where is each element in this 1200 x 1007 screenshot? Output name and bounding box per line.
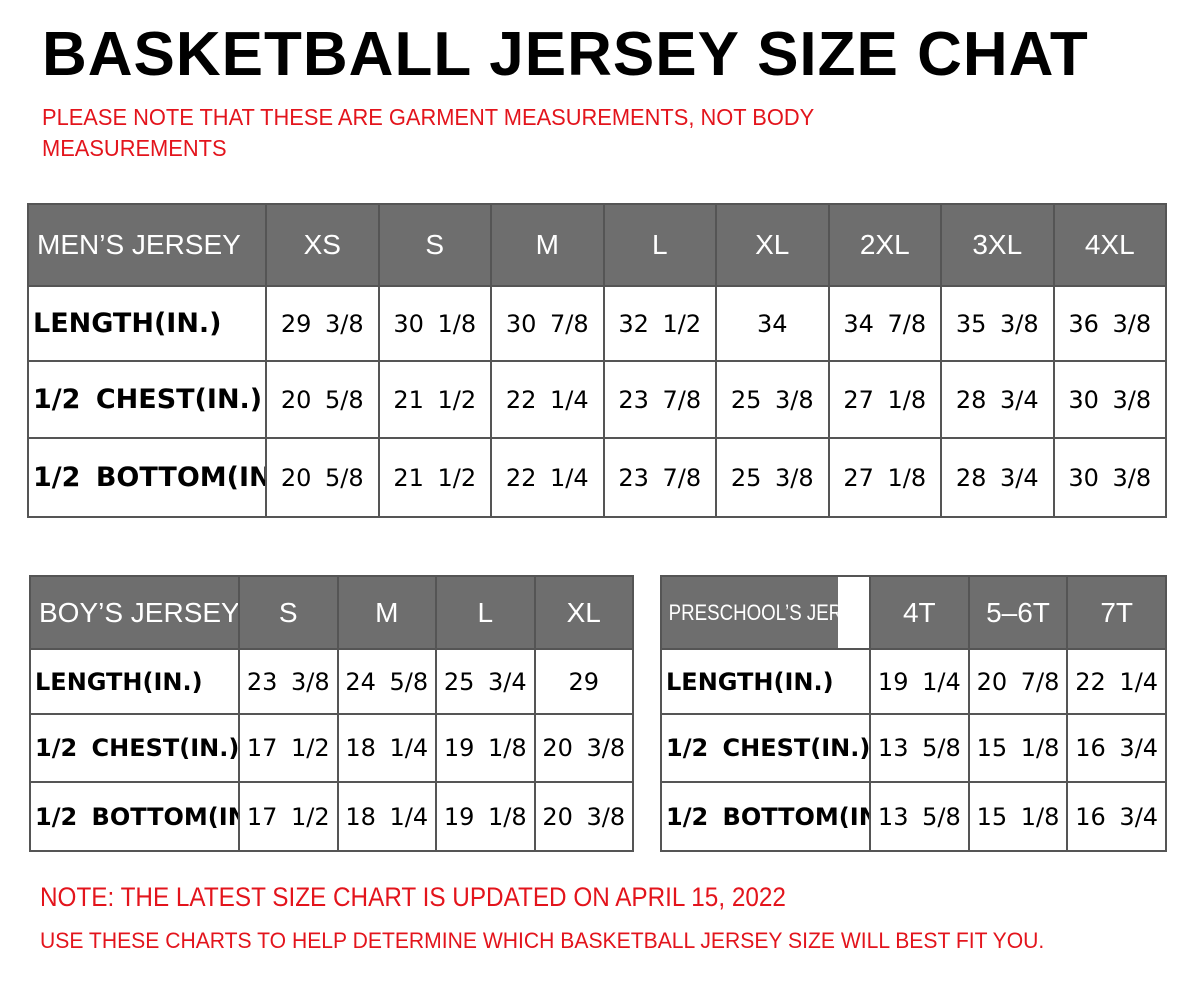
size-header: L	[435, 575, 536, 650]
size-header: XL	[715, 203, 830, 287]
measurement-value: 25 3/8	[715, 360, 830, 439]
measurement-value: 27 1/8	[827, 437, 942, 518]
measurement-value: 29 3/8	[265, 285, 380, 362]
measurement-value: 20 7/8	[967, 648, 1069, 715]
usage-note: USE THESE CHARTS TO HELP DETERMINE WHICH…	[40, 928, 1045, 953]
measurement-value: 22 1/4	[490, 437, 605, 518]
table-row: LENGTH(IN.) 29 3/8 30 1/8 30 7/8 32 1/2 34 34 …	[27, 285, 1167, 362]
measurement-label: 1/2 CHEST(IN.)	[27, 360, 267, 439]
measurement-value: 23 3/8	[238, 648, 339, 715]
table-row: 1/2 BOTTOM(IN.)20 5/821 1/222 1/423 7/82…	[27, 437, 1167, 518]
measurement-value: 18 1/4	[336, 713, 437, 783]
table-title: PRESCHOOL’S JERSEY	[660, 575, 840, 650]
measurement-value: 19 1/8	[435, 713, 536, 783]
measurement-value: 23 7/8	[602, 360, 717, 439]
update-note: NOTE: THE LATEST SIZE CHART IS UPDATED O…	[40, 882, 786, 912]
measurement-value: 16 3/4	[1066, 781, 1167, 852]
table-row: LENGTH(IN.) 19 1/4 20 7/8 22 1/4	[660, 648, 1167, 715]
measurement-value: 22 1/4	[490, 360, 605, 439]
measurement-value: 30 3/8	[1052, 360, 1167, 439]
measurement-value: 28 3/4	[940, 360, 1055, 439]
measurement-value: 13 5/8	[869, 781, 970, 852]
table-row: 1/2 CHEST(IN.) 13 5/8 15 1/8 16 3/4	[660, 713, 1167, 783]
measurement-value: 34 7/8	[827, 285, 942, 362]
measurement-value: 13 5/8	[869, 713, 970, 783]
measurement-value: 17 1/2	[238, 781, 339, 852]
measurement-value: 22 1/4	[1066, 648, 1167, 715]
table-row: 1/2 CHEST(IN.) 17 1/2 18 1/4 19 1/8 20 3/8	[29, 713, 634, 783]
table-title: MEN’S JERSEY	[27, 203, 267, 287]
measurement-value: 30 1/8	[377, 285, 492, 362]
measurement-label: 1/2 CHEST(IN.)	[29, 713, 240, 783]
measurement-value: 15 1/8	[967, 781, 1069, 852]
size-header: 3XL	[940, 203, 1055, 287]
measurement-value: 20 5/8	[265, 360, 380, 439]
size-header: S	[238, 575, 339, 650]
measurement-value: 20 3/8	[533, 781, 634, 852]
measurement-value: 16 3/4	[1066, 713, 1167, 783]
measurement-value: 25 3/4	[435, 648, 536, 715]
size-header: XL	[533, 575, 634, 650]
measurement-value: 21 1/2	[377, 360, 492, 439]
measurement-value: 36 3/8	[1052, 285, 1167, 362]
mens-size-table: MEN’S JERSEY XS S M L XL 2XL 3XL 4XL LENGTH(IN.) 2…	[27, 203, 1167, 518]
measurement-label: 1/2 CHEST(IN.)	[660, 713, 871, 783]
measurement-value: 17 1/2	[238, 713, 339, 783]
measurement-label: 1/2 BOTTOM(IN.)	[29, 781, 240, 852]
measurement-value: 30 7/8	[490, 285, 605, 362]
table-row: 1/2 BOTTOM(IN.)17 1/218 1/419 1/820 3/8	[29, 781, 634, 852]
size-header: L	[602, 203, 717, 287]
measurement-value: 19 1/4	[869, 648, 970, 715]
measurement-value: 20 5/8	[265, 437, 380, 518]
measurement-value: 27 1/8	[827, 360, 942, 439]
size-header: XS	[265, 203, 380, 287]
table-row: 1/2 CHEST(IN.) 20 5/8 21 1/2 22 1/4 23 7/8 25…	[27, 360, 1167, 439]
measurement-label: 1/2 BOTTOM(IN.)	[660, 781, 871, 852]
measurement-value: 15 1/8	[967, 713, 1069, 783]
measurement-value: 34	[715, 285, 830, 362]
header-row: MEN’S JERSEY XS S M L XL 2XL 3XL 4XL	[27, 203, 1167, 287]
measurement-value: 35 3/8	[940, 285, 1055, 362]
measurement-value: 25 3/8	[715, 437, 830, 518]
boys-size-table: BOY’S JERSEY S M L XL LENGTH(IN.) 23 3/8 24 5/8…	[29, 575, 634, 852]
measurement-value: 32 1/2	[602, 285, 717, 362]
table-row: LENGTH(IN.) 23 3/8 24 5/8 25 3/4 29	[29, 648, 634, 715]
garment-note: PLEASE NOTE THAT THESE ARE GARMENT MEASU…	[42, 104, 814, 161]
size-header: 7T	[1066, 575, 1167, 650]
size-header: 4XL	[1052, 203, 1167, 287]
size-header: 4T	[869, 575, 970, 650]
measurement-label: LENGTH(IN.)	[29, 648, 240, 715]
table-title: BOY’S JERSEY	[29, 575, 240, 650]
preschool-size-table: PRESCHOOL’S JERSEY4T5–6T7TLENGTH(IN.)19 …	[660, 575, 1167, 852]
measurement-value: 29	[533, 648, 634, 715]
measurement-label: LENGTH(IN.)	[27, 285, 267, 362]
measurement-label: LENGTH(IN.)	[660, 648, 871, 715]
header-row: BOY’S JERSEY S M L XL	[29, 575, 634, 650]
measurement-value: 24 5/8	[336, 648, 437, 715]
page-title: BASKETBALL JERSEY SIZE CHAT	[42, 20, 1089, 89]
measurement-value: 21 1/2	[377, 437, 492, 518]
size-header: 5–6T	[967, 575, 1069, 650]
measurement-value: 18 1/4	[336, 781, 437, 852]
size-header: 2XL	[827, 203, 942, 287]
table-row: 1/2 BOTTOM(IN.)13 5/815 1/816 3/4	[660, 781, 1167, 852]
measurement-value: 28 3/4	[940, 437, 1055, 518]
size-header: S	[377, 203, 492, 287]
measurement-label: 1/2 BOTTOM(IN.)	[27, 437, 267, 518]
size-header: M	[490, 203, 605, 287]
measurement-value: 19 1/8	[435, 781, 536, 852]
size-header: M	[336, 575, 437, 650]
measurement-value: 23 7/8	[602, 437, 717, 518]
measurement-value: 30 3/8	[1052, 437, 1167, 518]
measurement-value: 20 3/8	[533, 713, 634, 783]
